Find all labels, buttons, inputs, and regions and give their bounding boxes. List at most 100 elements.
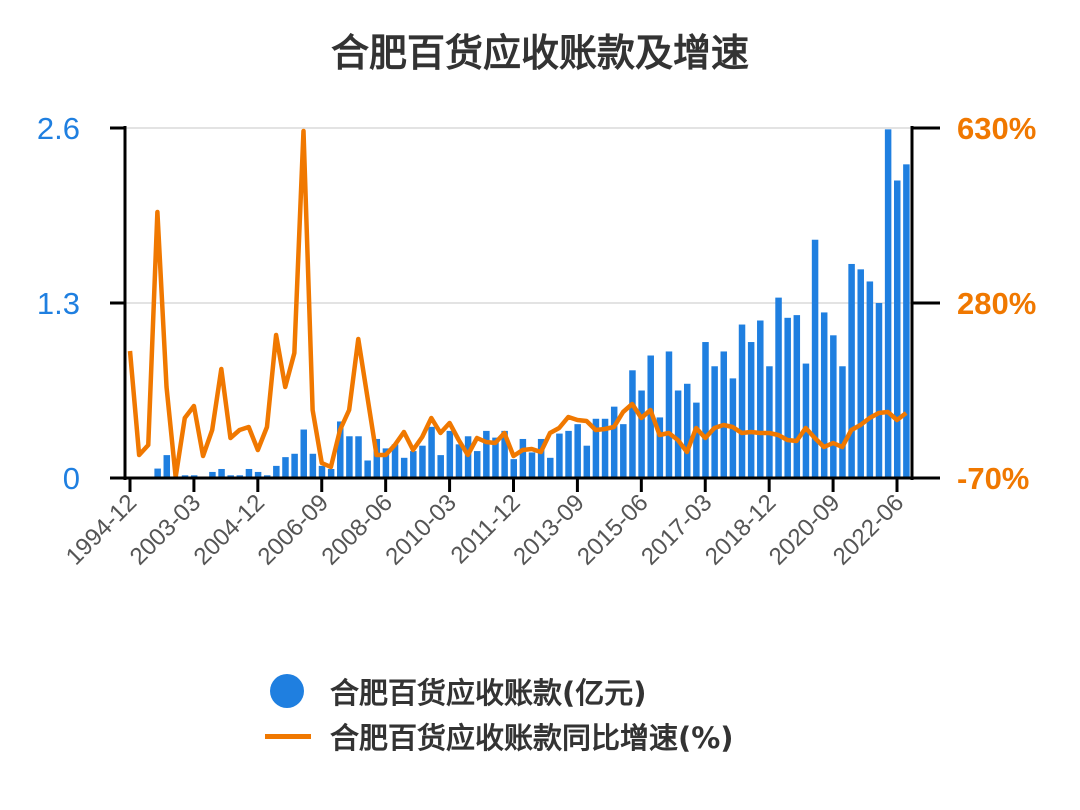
bar xyxy=(802,363,810,478)
bar xyxy=(327,468,335,478)
bar xyxy=(282,457,289,478)
bar xyxy=(894,180,901,478)
bar xyxy=(693,402,700,478)
x-tick-label: 2013-09 xyxy=(508,489,589,570)
x-tick-label: 2022-06 xyxy=(828,489,909,570)
x-tick-label: 2010-03 xyxy=(380,489,461,570)
bar xyxy=(711,366,718,478)
x-tick-label: 2020-09 xyxy=(764,489,845,570)
bar xyxy=(400,457,408,478)
legend-bar-label: 合肥百货应收账款(亿元) xyxy=(330,676,647,710)
bar xyxy=(346,436,353,478)
bar xyxy=(410,451,417,478)
growth-line xyxy=(127,128,908,480)
bar xyxy=(473,451,481,478)
bar xyxy=(364,460,371,478)
bar xyxy=(519,438,527,478)
legend-bar-marker-icon xyxy=(270,674,304,708)
chart-title: 合肥百货应收账款及增速 xyxy=(330,31,749,75)
right-tick-label: -70% xyxy=(957,461,1029,496)
bar xyxy=(547,457,554,478)
bar xyxy=(574,424,581,478)
bar xyxy=(154,468,161,478)
bar xyxy=(839,366,846,478)
bar xyxy=(337,421,344,478)
right-tick-label: 630% xyxy=(957,111,1036,146)
bar xyxy=(565,430,572,478)
x-tick-label: 2018-12 xyxy=(700,489,781,570)
left-tick-label: 0 xyxy=(63,461,80,496)
bar xyxy=(629,370,636,478)
bar xyxy=(273,465,280,478)
bar xyxy=(419,445,426,478)
bar xyxy=(702,342,709,478)
bar xyxy=(656,417,664,478)
bar xyxy=(638,390,645,478)
bar xyxy=(820,312,828,478)
bar xyxy=(784,317,791,478)
bar xyxy=(747,342,755,478)
bar xyxy=(757,320,764,478)
bar xyxy=(620,424,627,478)
bar xyxy=(583,445,591,478)
bar xyxy=(163,455,171,478)
bar xyxy=(766,366,773,478)
bar xyxy=(291,453,298,478)
x-tick-label: 2003-03 xyxy=(125,489,206,570)
bar xyxy=(209,471,216,478)
bar xyxy=(857,269,864,478)
legend-line-marker-icon xyxy=(265,733,311,739)
bar xyxy=(537,438,545,478)
bar xyxy=(665,351,673,478)
legend-item-line: 合肥百货应收账款同比增速(%) xyxy=(265,715,734,757)
x-tick-label: 2017-03 xyxy=(636,489,717,570)
bar xyxy=(610,406,618,478)
bar xyxy=(830,335,837,478)
bar xyxy=(446,430,454,478)
bar xyxy=(483,430,490,478)
bar xyxy=(848,263,855,478)
bar xyxy=(437,455,444,478)
x-tick-label: 2008-06 xyxy=(317,489,398,570)
bar xyxy=(775,297,782,478)
left-tick-label: 1.3 xyxy=(37,286,80,321)
bar xyxy=(218,468,225,478)
bar xyxy=(245,468,253,478)
x-tick-label: 2004-12 xyxy=(189,489,270,570)
bar xyxy=(592,418,600,478)
bar xyxy=(674,390,682,478)
bar xyxy=(428,426,435,478)
bar xyxy=(373,438,381,478)
bar xyxy=(884,129,892,478)
bar xyxy=(391,444,399,478)
bar xyxy=(866,281,874,478)
bar xyxy=(793,315,801,478)
bar xyxy=(683,383,691,478)
bar xyxy=(455,444,463,478)
bar xyxy=(382,448,390,478)
bar xyxy=(528,452,536,478)
bar xyxy=(875,303,883,478)
bar xyxy=(355,436,362,478)
bar xyxy=(720,351,728,478)
bar xyxy=(601,418,609,478)
bar xyxy=(903,164,910,478)
x-tick-label: 2006-09 xyxy=(253,489,334,570)
bar xyxy=(510,459,517,478)
bar xyxy=(492,437,499,478)
legend-line-label: 合肥百货应收账款同比增速(%) xyxy=(330,721,734,755)
bar xyxy=(738,324,746,478)
bar xyxy=(811,239,819,478)
x-tick-label: 1994-12 xyxy=(61,489,142,570)
left-tick-label: 2.6 xyxy=(37,111,80,146)
legend-item-bar: 合肥百货应收账款(亿元) xyxy=(265,670,647,712)
bar xyxy=(254,471,262,478)
bar xyxy=(300,429,307,478)
bar xyxy=(318,465,326,478)
bar xyxy=(556,433,563,478)
right-tick-label: 280% xyxy=(957,286,1036,321)
bar xyxy=(501,430,508,478)
x-tick-label: 2015-06 xyxy=(572,489,653,570)
bar xyxy=(309,453,317,478)
